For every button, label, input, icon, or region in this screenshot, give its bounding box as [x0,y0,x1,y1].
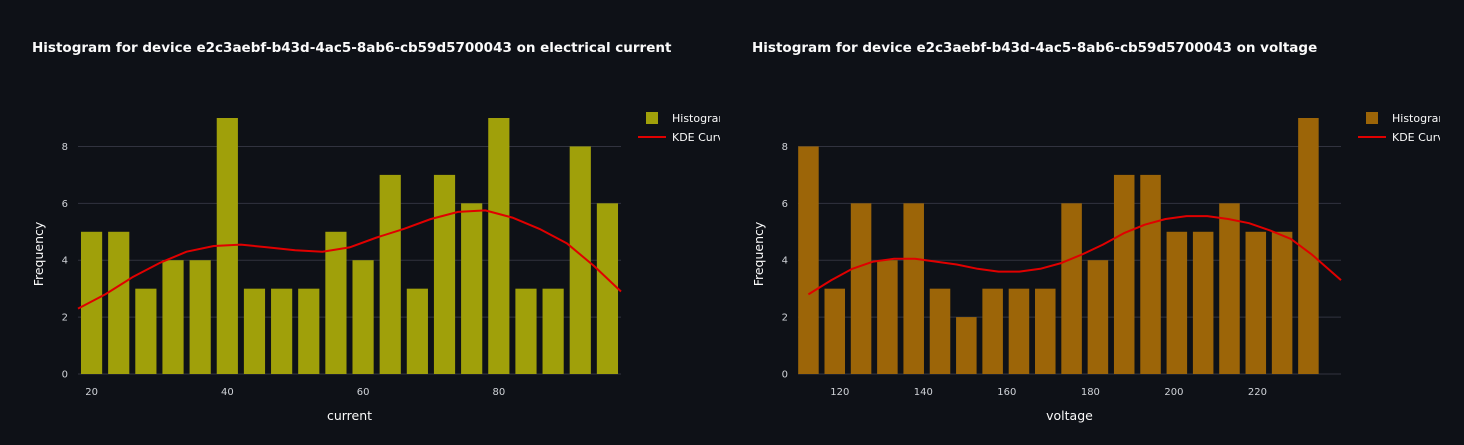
x-tick-label: 200 [1164,387,1183,398]
histogram-bar[interactable] [903,203,924,374]
histogram-bar[interactable] [243,288,266,374]
histogram-bar[interactable] [488,118,510,374]
histogram-bar[interactable] [1166,231,1188,374]
x-axis-label: current [327,408,372,423]
x-tick-label: 120 [830,387,849,398]
histogram-bar[interactable] [569,146,591,374]
histogram-bar[interactable] [1061,203,1082,374]
y-tick-label: 8 [782,142,788,153]
histogram-bar[interactable] [1245,231,1267,374]
histogram-bar[interactable] [189,260,211,374]
histogram-bar[interactable] [1192,231,1214,374]
legend-kde-label[interactable]: KDE Curve [1392,131,1440,144]
kde-curve[interactable] [77,209,622,310]
histogram-bar[interactable] [461,203,483,374]
histogram-bar[interactable] [798,146,819,374]
histogram-bar[interactable] [135,288,157,374]
histogram-bar[interactable] [877,260,898,374]
histogram-bar[interactable] [1140,174,1161,374]
histogram-bar[interactable] [1087,260,1109,374]
histogram-bar[interactable] [1298,118,1319,374]
histogram-bar[interactable] [850,203,872,374]
x-tick-label: 140 [914,387,933,398]
y-tick-label: 4 [782,256,788,267]
y-tick-label: 0 [62,370,68,381]
histogram-bar[interactable] [379,174,401,374]
x-axis-label: voltage [1046,408,1093,423]
histogram-bar[interactable] [352,260,374,374]
y-axis-label: Frequency [751,221,766,286]
histogram-bar[interactable] [596,203,619,374]
x-tick-label: 60 [357,387,370,398]
histogram-bar[interactable] [1271,231,1293,374]
y-tick-label: 4 [62,256,68,267]
current-histogram-panel: Histogram for device e2c3aebf-b43d-4ac5-… [0,0,720,445]
histogram-bar[interactable] [929,288,951,374]
y-tick-label: 6 [782,199,788,210]
chart-title: Histogram for device e2c3aebf-b43d-4ac5-… [752,40,1318,56]
y-tick-label: 2 [782,313,788,324]
x-tick-label: 180 [1081,387,1100,398]
x-tick-label: 80 [492,387,505,398]
histogram-bar[interactable] [325,231,347,374]
histogram-bar[interactable] [1113,174,1135,374]
histogram-bar[interactable] [542,288,564,374]
histogram-bar[interactable] [80,231,103,374]
histogram-bar[interactable] [298,288,320,374]
voltage-histogram-chart[interactable]: 0 2 4 6 8 120 140 160 180 200 220 voltage Frequency H… [720,0,1440,445]
legend-histogram-swatch[interactable] [646,112,658,124]
histogram-bar[interactable] [1219,203,1240,374]
histogram-bar[interactable] [1035,288,1056,374]
voltage-histogram-panel: Histogram for device e2c3aebf-b43d-4ac5-… [720,0,1440,445]
current-histogram-chart[interactable]: 0 2 4 6 8 20 40 60 80 current Frequency Histogram KD… [0,0,720,445]
chart-title: Histogram for device e2c3aebf-b43d-4ac5-… [32,40,672,56]
legend-histogram-label[interactable]: Histogram [1392,112,1440,125]
histogram-bar[interactable] [406,288,428,374]
histogram-bar[interactable] [162,260,184,374]
x-tick-label: 160 [997,387,1016,398]
x-tick-label: 40 [221,387,234,398]
histogram-bar[interactable] [271,288,293,374]
histogram-bar[interactable] [433,174,456,374]
y-axis-label: Frequency [31,221,46,286]
y-tick-label: 8 [62,142,68,153]
y-tick-label: 6 [62,199,68,210]
histogram-bar[interactable] [982,288,1003,374]
kde-curve[interactable] [807,215,1342,296]
y-tick-label: 2 [62,313,68,324]
legend-kde-label[interactable]: KDE Curve [672,131,720,144]
legend-histogram-swatch[interactable] [1366,112,1378,124]
histogram-bar[interactable] [108,231,130,374]
histogram-bar[interactable] [824,288,846,374]
legend-histogram-label[interactable]: Histogram [672,112,720,125]
x-tick-label: 20 [85,387,98,398]
histogram-bar[interactable] [515,288,537,374]
x-tick-label: 220 [1248,387,1267,398]
histogram-bar[interactable] [1008,288,1030,374]
y-tick-label: 0 [782,370,788,381]
histogram-bar[interactable] [956,317,977,374]
